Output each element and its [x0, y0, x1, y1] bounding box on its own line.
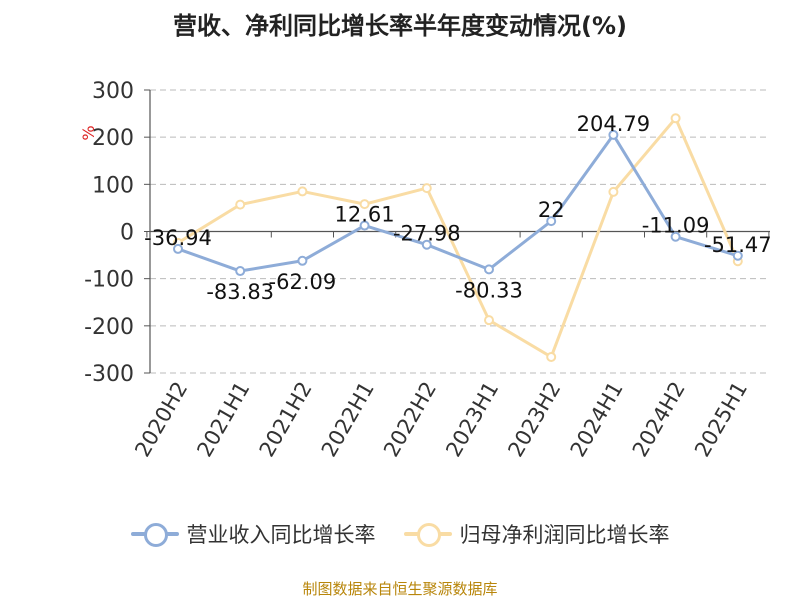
y-tick-label: -300 — [84, 362, 134, 387]
data-label: -27.98 — [393, 222, 461, 246]
data-point — [235, 199, 246, 210]
data-label: -36.94 — [144, 226, 212, 250]
data-label: -11.09 — [642, 214, 710, 238]
y-tick-label: 0 — [120, 221, 134, 246]
x-tick-label: 2023H1 — [441, 378, 503, 462]
x-tick-label: 2025H1 — [690, 378, 752, 462]
data-point — [235, 266, 246, 277]
data-point — [732, 250, 743, 261]
legend-marker-net-profit — [403, 522, 452, 547]
data-point — [608, 186, 619, 197]
y-tick-label: -100 — [84, 268, 134, 293]
legend: 营业收入同比增长率 归母净利润同比增长率 — [0, 519, 800, 549]
data-point — [297, 255, 308, 266]
legend-label-revenue: 营业收入同比增长率 — [186, 523, 376, 547]
data-point — [546, 351, 557, 362]
data-point — [546, 216, 557, 227]
x-tick-label: 2020H2 — [130, 378, 192, 462]
data-point — [421, 239, 432, 250]
y-tick-label: 300 — [92, 79, 134, 104]
data-source-note: 制图数据来自恒生聚源数据库 — [302, 580, 498, 598]
data-point — [608, 129, 619, 140]
data-label: 22 — [538, 198, 565, 222]
x-tick-label: 2022H1 — [317, 378, 379, 462]
data-label: -83.83 — [206, 280, 274, 304]
legend-item-net-profit[interactable]: 归母净利润同比增长率 — [403, 519, 670, 549]
data-label: -80.33 — [455, 278, 523, 302]
x-tick-label: 2021H2 — [255, 378, 317, 462]
data-label: 204.79 — [577, 112, 650, 136]
y-tick-label: 100 — [92, 173, 134, 198]
x-tick-label: 2022H2 — [379, 378, 441, 462]
legend-item-revenue[interactable]: 营业收入同比增长率 — [130, 519, 376, 549]
x-tick-label: 2023H2 — [503, 378, 565, 462]
y-tick-label: 200 — [92, 126, 134, 151]
data-point — [359, 199, 370, 210]
series-line — [177, 133, 739, 273]
legend-marker-revenue — [130, 522, 179, 547]
chart-title: 营收、净利同比增长率半年度变动情况(%) — [173, 12, 627, 40]
x-tick-label: 2024H1 — [566, 378, 628, 462]
data-point — [484, 264, 494, 275]
data-label: -51.47 — [704, 233, 772, 257]
y-axis-label: % — [79, 125, 98, 140]
data-point — [297, 186, 308, 197]
data-point — [670, 113, 681, 124]
data-label: -62.09 — [269, 270, 337, 294]
data-point — [484, 315, 494, 326]
x-tick-label: 2024H2 — [628, 378, 690, 462]
legend-label-net-profit: 归母净利润同比增长率 — [459, 523, 670, 547]
series-line — [177, 116, 740, 359]
data-label: 12.61 — [335, 203, 395, 227]
data-point — [421, 183, 432, 194]
data-point — [173, 243, 183, 254]
y-tick-label: -200 — [84, 315, 134, 340]
data-point — [359, 220, 370, 231]
data-point — [670, 231, 681, 242]
x-tick-label: 2021H1 — [192, 378, 254, 462]
